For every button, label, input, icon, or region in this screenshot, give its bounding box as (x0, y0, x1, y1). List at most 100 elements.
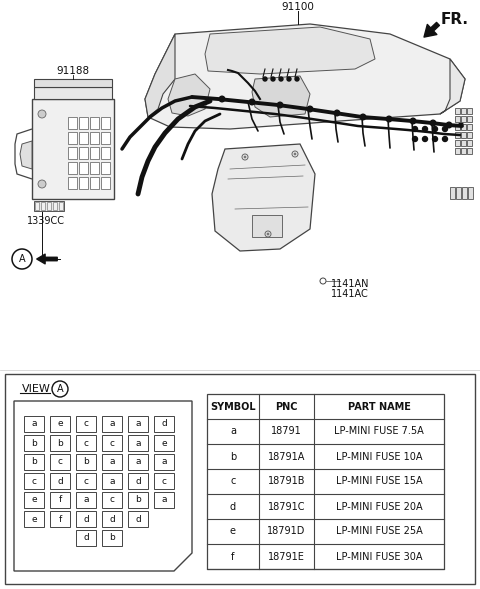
Bar (468, 187, 473, 199)
Bar (79, 132, 88, 144)
Bar (128, 473, 148, 489)
Bar (34, 87, 112, 99)
Bar (79, 162, 88, 174)
Circle shape (422, 137, 428, 141)
Bar (76, 473, 96, 489)
Bar (101, 117, 110, 129)
Text: LP-MINI FUSE 20A: LP-MINI FUSE 20A (336, 501, 422, 511)
Text: c: c (84, 419, 88, 429)
Circle shape (294, 153, 296, 155)
Polygon shape (145, 34, 175, 117)
Bar (90, 177, 99, 189)
Bar (68, 162, 77, 174)
Text: b: b (135, 495, 141, 505)
Bar (5, 374, 475, 584)
Bar (90, 147, 99, 159)
Bar (50, 454, 70, 470)
Circle shape (410, 118, 416, 124)
Bar (24, 473, 44, 489)
Text: A: A (57, 384, 63, 394)
Text: LP-MINI FUSE 15A: LP-MINI FUSE 15A (336, 477, 422, 487)
Bar (50, 492, 70, 508)
Circle shape (458, 123, 464, 129)
Text: d: d (135, 477, 141, 485)
Text: a: a (83, 495, 89, 505)
Text: 18791D: 18791D (267, 527, 306, 537)
Circle shape (432, 137, 437, 141)
Circle shape (38, 180, 46, 188)
Text: b: b (230, 452, 236, 462)
Bar (68, 132, 77, 144)
Text: c: c (161, 477, 167, 485)
Text: A: A (19, 254, 25, 264)
Text: PART NAME: PART NAME (348, 402, 410, 412)
Circle shape (430, 120, 436, 126)
Text: a: a (135, 438, 141, 448)
Text: c: c (109, 495, 115, 505)
Circle shape (334, 110, 340, 116)
Bar (467, 132, 472, 138)
FancyArrowPatch shape (424, 22, 439, 37)
Text: LP-MINI FUSE 10A: LP-MINI FUSE 10A (336, 452, 422, 462)
Text: a: a (161, 495, 167, 505)
Bar (467, 108, 472, 114)
Circle shape (277, 102, 283, 108)
Polygon shape (440, 59, 465, 114)
Bar (35, 202, 39, 210)
Bar (455, 140, 460, 146)
Bar (154, 473, 174, 489)
Bar (128, 511, 148, 527)
Bar (128, 435, 148, 451)
Text: b: b (31, 458, 37, 466)
Circle shape (279, 77, 283, 81)
Text: c: c (84, 477, 88, 485)
Bar (455, 108, 460, 114)
Bar (90, 132, 99, 144)
Text: 18791: 18791 (271, 426, 302, 436)
Bar (455, 148, 460, 154)
Text: a: a (161, 458, 167, 466)
Bar (128, 416, 148, 432)
Bar (76, 530, 96, 546)
Circle shape (219, 96, 225, 102)
Text: c: c (58, 458, 62, 466)
Bar (76, 454, 96, 470)
Bar (76, 435, 96, 451)
Text: d: d (135, 515, 141, 524)
Bar (102, 454, 122, 470)
Bar (461, 148, 466, 154)
Bar (68, 117, 77, 129)
Circle shape (244, 156, 246, 158)
Text: a: a (135, 458, 141, 466)
Bar (455, 124, 460, 130)
Bar (461, 116, 466, 122)
Polygon shape (145, 24, 465, 129)
Bar (467, 148, 472, 154)
Text: c: c (84, 438, 88, 448)
Bar (76, 511, 96, 527)
Text: SYMBOL: SYMBOL (210, 402, 256, 412)
Text: b: b (57, 438, 63, 448)
Bar (102, 473, 122, 489)
Circle shape (263, 77, 267, 81)
Text: LP-MINI FUSE 7.5A: LP-MINI FUSE 7.5A (334, 426, 424, 436)
Circle shape (422, 127, 428, 131)
Bar (461, 132, 466, 138)
Text: 1141AC: 1141AC (331, 289, 369, 299)
Text: e: e (161, 438, 167, 448)
Bar (101, 132, 110, 144)
Text: f: f (59, 495, 61, 505)
Text: b: b (31, 438, 37, 448)
Bar (154, 492, 174, 508)
Text: b: b (109, 534, 115, 542)
Bar (53, 202, 57, 210)
Bar (467, 124, 472, 130)
Bar (34, 79, 112, 87)
Polygon shape (212, 144, 315, 251)
Circle shape (412, 137, 418, 141)
Text: c: c (32, 477, 36, 485)
Bar (90, 162, 99, 174)
Bar (467, 140, 472, 146)
Bar (68, 177, 77, 189)
Circle shape (249, 99, 255, 105)
